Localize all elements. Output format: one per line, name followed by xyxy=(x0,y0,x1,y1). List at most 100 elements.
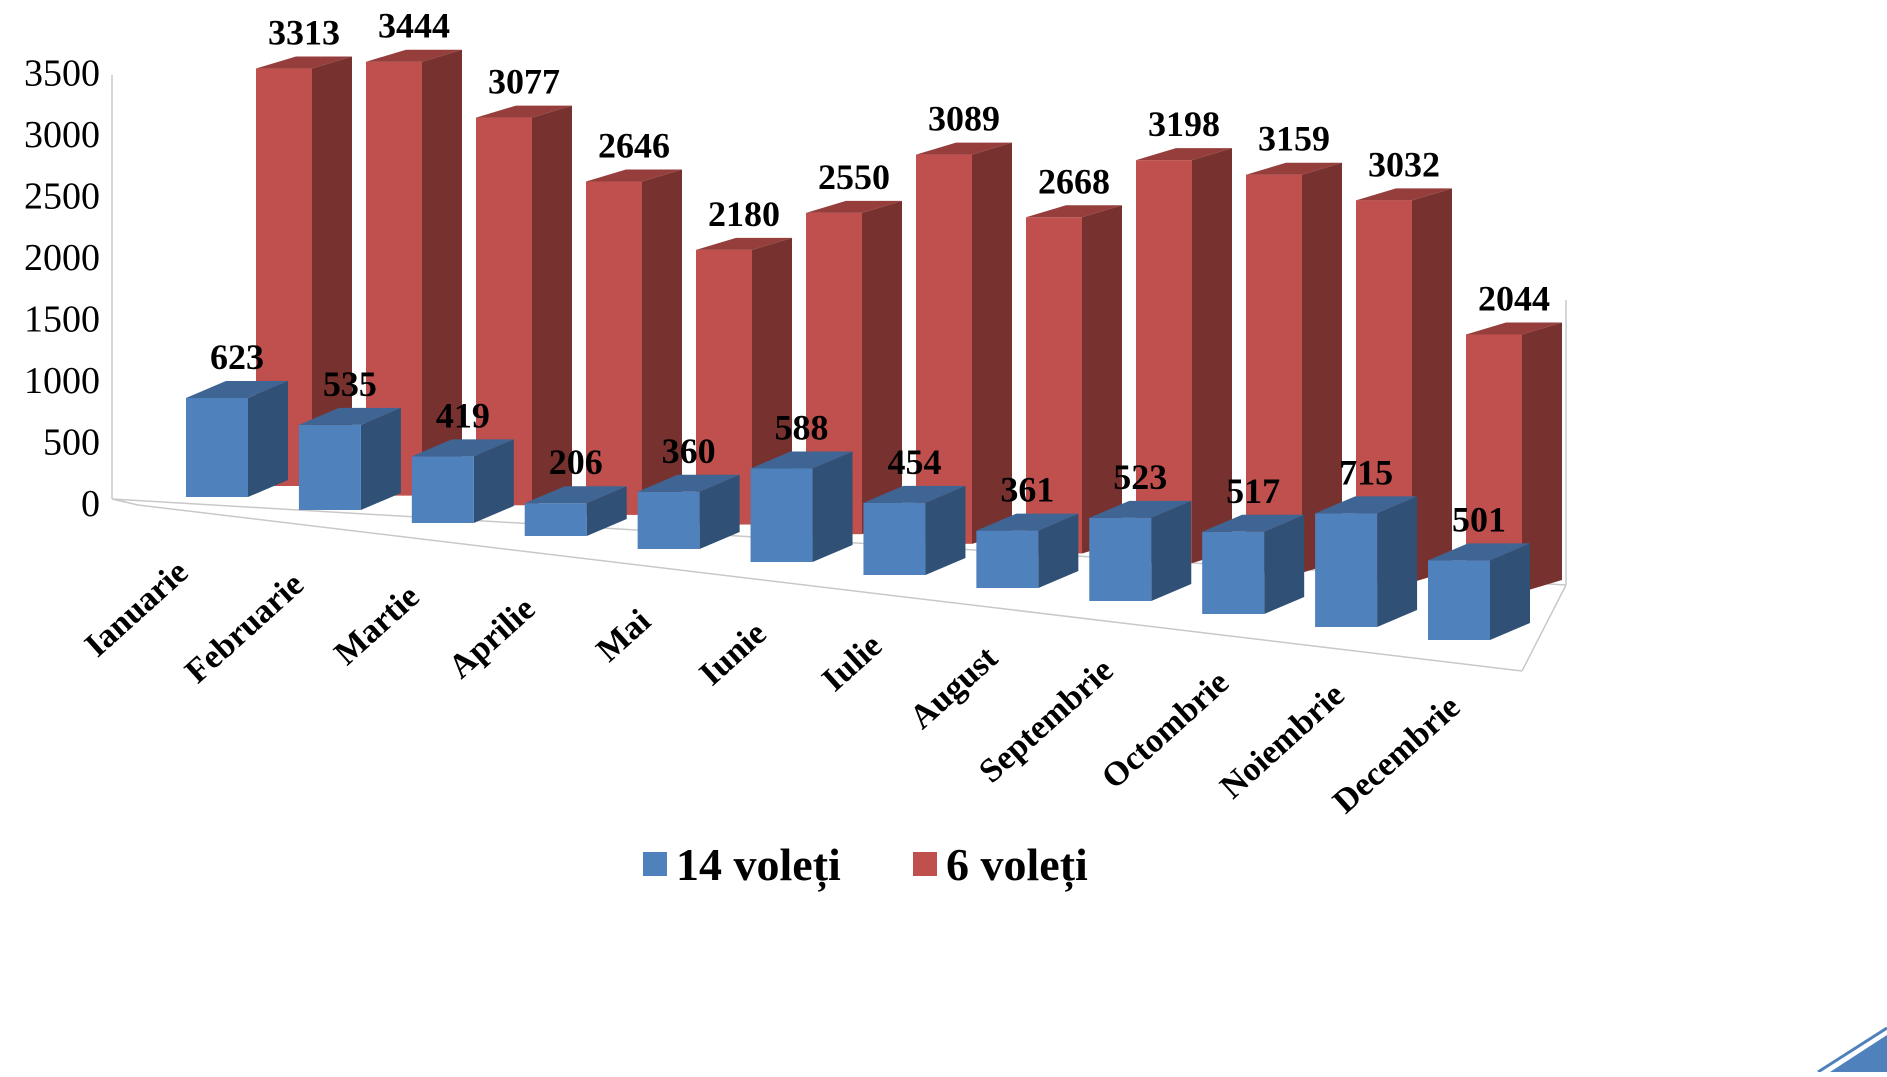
bar-top-face xyxy=(1466,322,1562,335)
bar-side-face xyxy=(360,407,401,510)
data-label: 206 xyxy=(549,442,603,482)
y-tick-label: 0 xyxy=(81,483,100,525)
bar-front-face xyxy=(586,181,642,515)
bar-top-face xyxy=(637,474,740,492)
x-tick-label: Ianuarie xyxy=(78,553,195,664)
bar-front-face xyxy=(1026,217,1082,554)
bar-top-face xyxy=(1246,162,1342,175)
bar-front-face xyxy=(1315,513,1378,627)
y-tick-label: 3000 xyxy=(24,114,100,156)
bar-top-face xyxy=(976,513,1079,531)
data-label: 3444 xyxy=(378,6,450,46)
bar-top-face xyxy=(186,380,288,398)
y-tick-label: 1500 xyxy=(24,299,100,341)
data-label: 3089 xyxy=(928,99,1000,139)
bar-top-face xyxy=(1356,188,1452,201)
bar-front xyxy=(524,486,627,536)
bar-front xyxy=(1089,500,1192,601)
bar-side-face xyxy=(752,237,792,525)
data-label: 3198 xyxy=(1148,104,1220,144)
bar-top-face xyxy=(1089,500,1192,518)
bar-front xyxy=(863,485,966,575)
bar-side-face xyxy=(586,486,627,536)
x-axis-line xyxy=(137,504,1523,672)
bar-back xyxy=(586,169,682,515)
legend: 14 voleți 6 voleți xyxy=(643,839,1088,892)
x-tick-label: Mai xyxy=(590,603,658,670)
bar-side-face xyxy=(422,49,462,496)
data-label: 501 xyxy=(1452,499,1506,539)
legend-label: 6 voleți xyxy=(946,839,1088,892)
bar-front xyxy=(1315,496,1418,627)
bar-top-face xyxy=(476,105,572,118)
bar-side-face xyxy=(1377,496,1418,627)
data-label: 360 xyxy=(662,431,716,471)
bar-front xyxy=(1428,543,1530,640)
bar-side-face xyxy=(1038,513,1079,588)
x-tick-label: Februarie xyxy=(178,566,311,691)
corner-stripe xyxy=(1817,1026,1887,1074)
data-label: 3159 xyxy=(1258,119,1330,159)
bar-top-face xyxy=(916,142,1012,155)
bar-top-face xyxy=(750,451,853,469)
data-label: 3313 xyxy=(268,13,340,53)
floor-left-edge xyxy=(111,498,139,506)
bar-front xyxy=(411,439,514,523)
bar-side-face xyxy=(1192,148,1232,564)
corner-decoration xyxy=(1817,1026,1887,1074)
bar-side-face xyxy=(1082,205,1122,554)
bar-side-face xyxy=(862,200,902,535)
x-tick-label: Aprilie xyxy=(442,590,543,686)
y-tick-label: 3500 xyxy=(24,53,100,95)
bar-front-face xyxy=(186,397,248,497)
bar-side-face xyxy=(699,474,740,549)
bar-side-face xyxy=(972,142,1012,544)
data-label: 623 xyxy=(210,337,264,377)
data-label: 2668 xyxy=(1038,161,1110,201)
legend-item: 14 voleți xyxy=(643,839,841,892)
corner-triangle xyxy=(1830,1035,1887,1072)
data-label: 419 xyxy=(436,395,490,435)
bar-front-face xyxy=(916,154,972,544)
bar-top-face xyxy=(586,169,682,182)
bar-top-face xyxy=(411,439,514,457)
bar-top-face xyxy=(1315,496,1418,514)
bar-front-face xyxy=(750,468,813,562)
bar-front xyxy=(186,380,288,497)
bar-side-face xyxy=(1412,188,1452,583)
bar-back xyxy=(1246,162,1342,573)
bar-front-face xyxy=(298,424,361,510)
data-label: 3077 xyxy=(488,62,560,102)
bar-top-face xyxy=(696,237,792,250)
bar-front-face xyxy=(976,530,1039,588)
y-tick-label: 2500 xyxy=(24,176,100,218)
data-label: 3032 xyxy=(1368,144,1440,184)
y-tick-label: 1000 xyxy=(24,360,100,402)
bar-top-face xyxy=(806,200,902,213)
bar-top-face xyxy=(298,407,401,425)
legend-item: 6 voleți xyxy=(913,839,1088,892)
bar-side-face xyxy=(532,105,572,506)
data-label: 715 xyxy=(1339,452,1393,492)
bar-back xyxy=(1026,205,1122,554)
bar-top-face xyxy=(256,56,352,69)
bar-side-face xyxy=(1151,500,1192,601)
bar-front xyxy=(637,474,740,549)
bar-side-face xyxy=(1264,514,1305,614)
legend-label: 14 voleți xyxy=(676,839,841,892)
bar-front-face xyxy=(863,502,926,575)
bar-top-face xyxy=(524,486,627,504)
data-label: 2646 xyxy=(598,126,670,166)
data-label: 2550 xyxy=(818,157,890,197)
x-tick-label: Iunie xyxy=(693,615,774,693)
data-label: 523 xyxy=(1113,457,1167,497)
x-tick-label: Iulie xyxy=(815,627,889,699)
bar-top-face xyxy=(863,485,966,503)
bar-front-face xyxy=(1089,517,1152,601)
bar-side-face xyxy=(248,380,288,497)
data-label: 517 xyxy=(1226,471,1280,511)
bar-top-face xyxy=(1202,514,1305,532)
data-label: 2044 xyxy=(1478,278,1550,318)
bar-front xyxy=(1202,514,1305,614)
